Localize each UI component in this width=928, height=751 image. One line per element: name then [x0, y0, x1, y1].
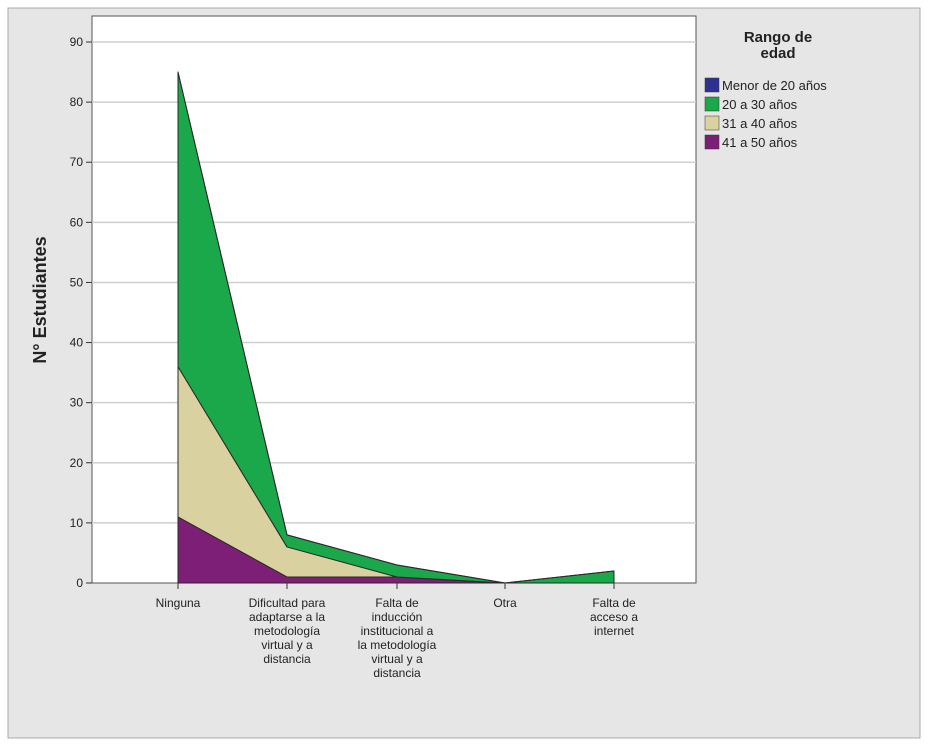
legend-label: 20 a 30 años — [722, 97, 798, 112]
y-tick-label: 90 — [70, 35, 84, 49]
x-tick-label: Otra — [493, 596, 517, 610]
area-series-1 — [177, 71, 615, 584]
x-tick-label: Falta de acceso a internet — [590, 596, 638, 638]
x-tick-label-line: Dificultad para — [249, 596, 326, 610]
x-tick-label-line: distancia — [373, 666, 421, 680]
legend-title: Rango de — [744, 29, 812, 46]
y-tick-label: 30 — [70, 396, 84, 410]
x-axis: Ninguna Dificultad para adaptarse a la meto… — [156, 583, 638, 680]
x-tick-label-line: Ninguna — [156, 596, 201, 610]
y-tick-label: 0 — [76, 576, 83, 590]
legend-title: edad — [760, 45, 795, 62]
x-tick-label-line: metodología — [254, 624, 320, 638]
x-tick-label-line: virtual y a — [261, 638, 313, 652]
x-tick-label-line: Falta de — [592, 596, 636, 610]
y-tick-label: 50 — [70, 275, 84, 289]
legend-label: 41 a 50 años — [722, 135, 798, 150]
y-tick-label: 10 — [70, 516, 84, 530]
x-tick-label: Ninguna — [156, 596, 201, 610]
x-tick-label-line: internet — [594, 624, 635, 638]
legend-swatch — [704, 115, 720, 131]
legend-swatch — [704, 134, 720, 150]
x-tick-label: Dificultad para adaptarse a la metodología… — [249, 596, 326, 666]
x-tick-label-line: adaptarse a la — [249, 610, 325, 624]
x-tick-label-line: la metodología — [358, 638, 437, 652]
x-tick-label-line: acceso a — [590, 610, 638, 624]
y-tick-label: 70 — [70, 155, 84, 169]
x-tick-label-line: distancia — [263, 652, 311, 666]
legend-swatch — [704, 77, 720, 93]
x-tick-label-line: institucional a — [361, 624, 434, 638]
y-tick-label: 20 — [70, 456, 84, 470]
y-tick-label: 40 — [70, 336, 84, 350]
y-axis: 0 10 20 30 40 50 60 70 80 90 — [70, 35, 92, 590]
x-tick-label: Falta de inducción institucional a la metod… — [358, 596, 437, 680]
legend-swatch — [704, 96, 720, 112]
x-tick-label-line: Otra — [493, 596, 517, 610]
y-axis-title: N° Estudiantes — [30, 236, 50, 363]
legend-label: 31 a 40 años — [722, 116, 798, 131]
x-tick-label-line: Falta de — [375, 596, 419, 610]
x-tick-label-line: virtual y a — [371, 652, 423, 666]
x-tick-label-line: inducción — [372, 610, 423, 624]
legend-label: Menor de 20 años — [722, 78, 827, 93]
y-tick-label: 60 — [70, 215, 84, 229]
y-tick-label: 80 — [70, 95, 84, 109]
